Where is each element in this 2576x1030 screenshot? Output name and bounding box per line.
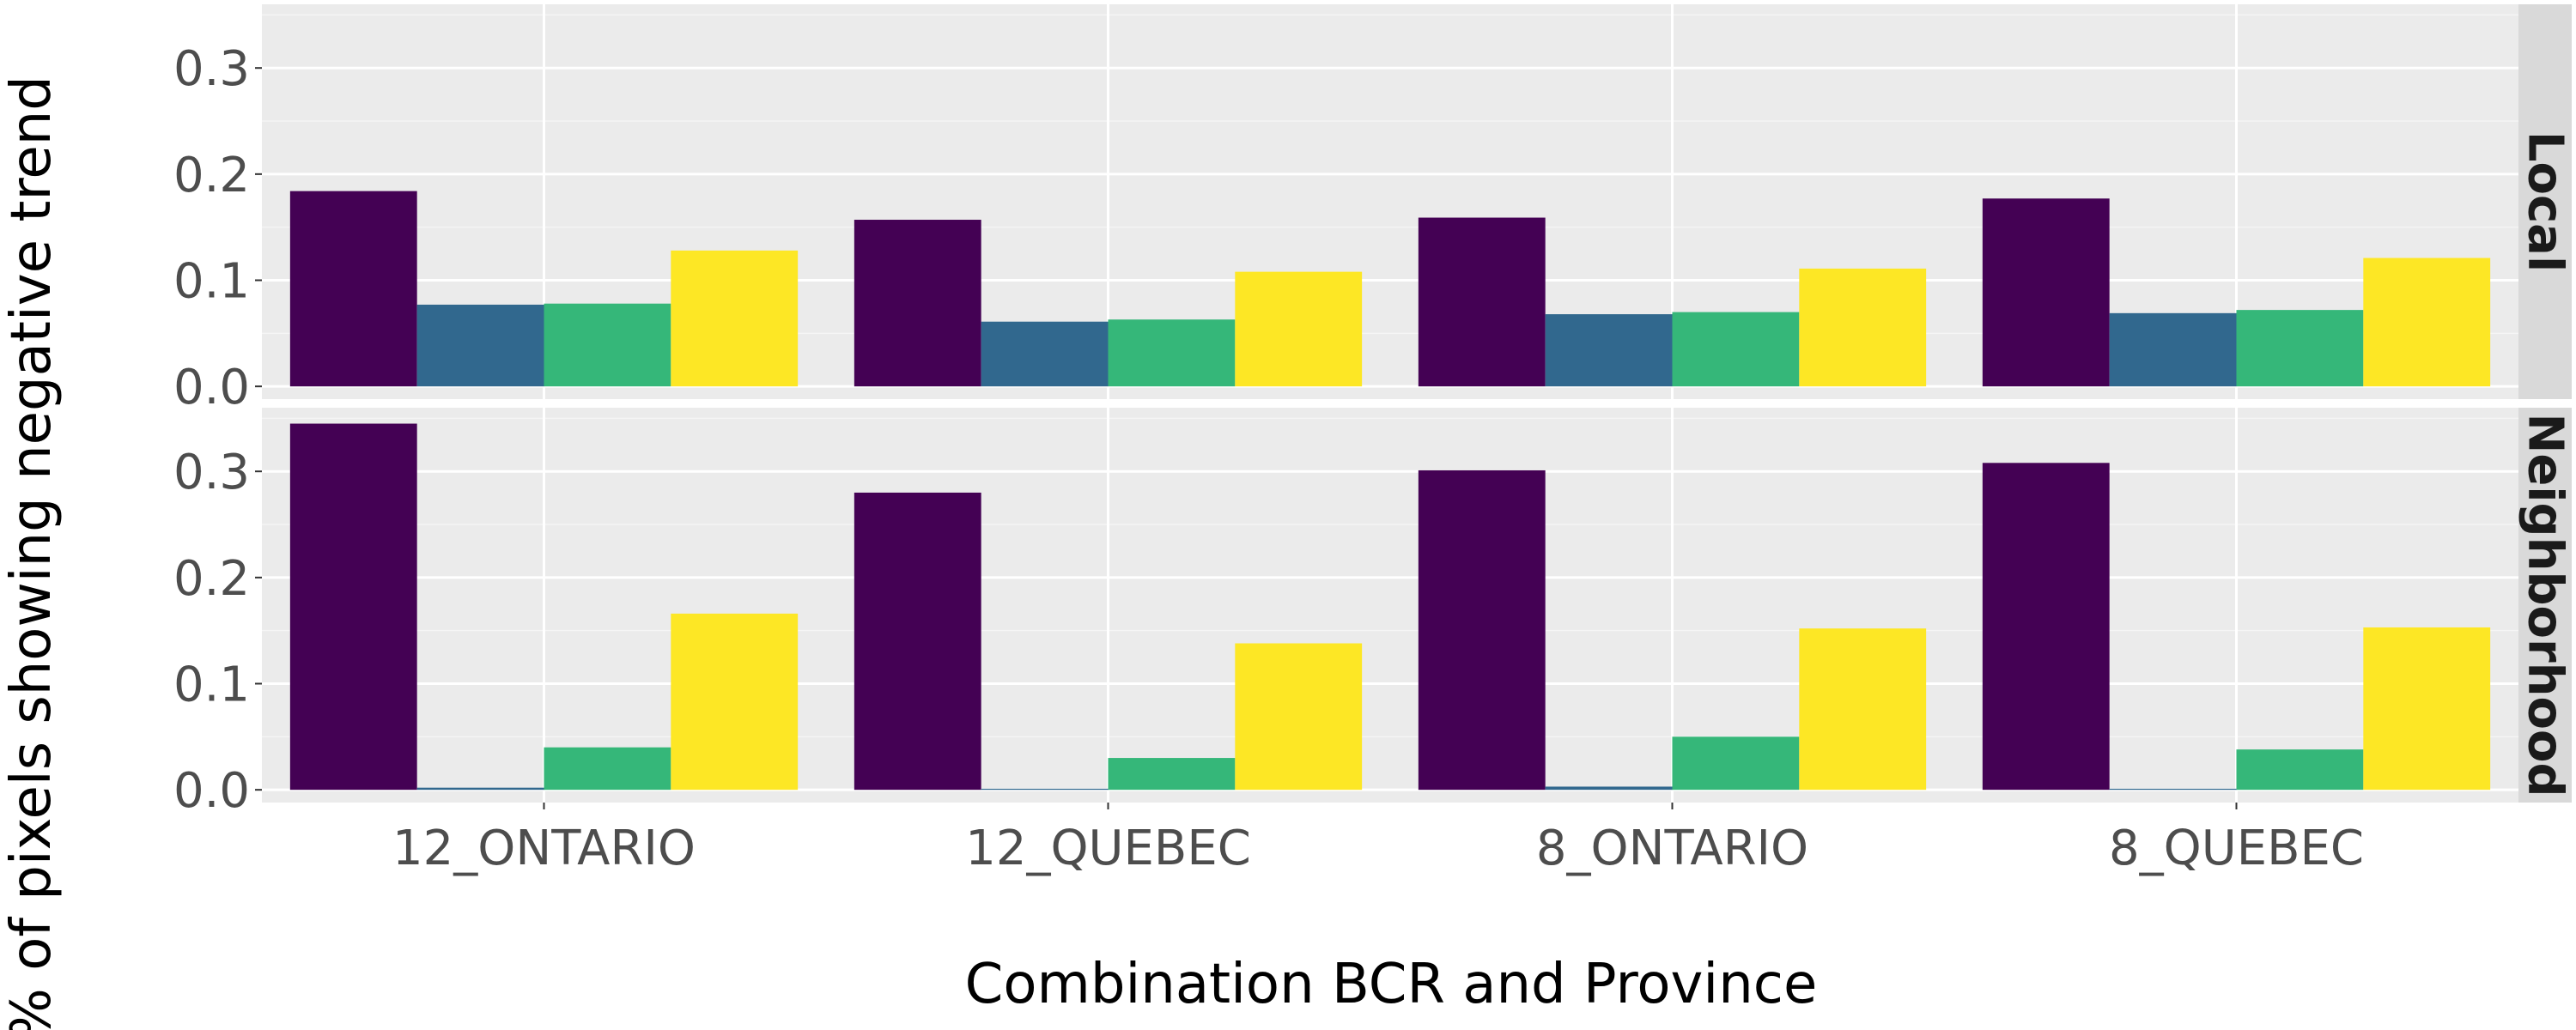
y-tick-label: 0.2: [173, 148, 250, 203]
panel-local: 0.0 0.1 0.2 0.3 Local: [173, 4, 2573, 415]
bar: [2236, 310, 2364, 387]
x-axis: 12_ONTARIO 12_QUEBEC 8_ONTARIO 8_QUEBEC: [392, 803, 2364, 876]
bar: [1108, 319, 1236, 387]
bar: [289, 423, 417, 791]
y-tick-label: 0.0: [173, 360, 250, 415]
bar: [2109, 312, 2237, 387]
bar: [2236, 749, 2364, 791]
x-tick-label: 12_ONTARIO: [392, 821, 696, 876]
bar: [671, 250, 799, 387]
y-tick-label: 0.1: [173, 254, 250, 310]
facet-strip-label: Neighborhood: [2518, 413, 2573, 797]
bar: [854, 492, 981, 791]
bar: [416, 787, 544, 791]
bar: [2109, 788, 2237, 791]
bar: [981, 788, 1109, 791]
panels-layer: 0.0 0.1 0.2 0.3 Local 0.0 0.1 0.2 0.3 Neighborhoo…: [173, 4, 2573, 819]
bar: [1235, 271, 1363, 387]
bar: [1799, 268, 1927, 387]
bar: [671, 613, 799, 791]
bar: [1418, 217, 1546, 387]
bar: [1799, 628, 1927, 791]
x-tick-label: 8_ONTARIO: [1536, 821, 1808, 876]
bar: [1545, 786, 1673, 791]
bar: [1672, 736, 1800, 791]
bar: [416, 304, 544, 387]
bar: [1545, 314, 1673, 387]
bar: [981, 321, 1109, 387]
facet-strip: [2518, 4, 2572, 399]
y-tick-label: 0.2: [173, 551, 250, 607]
bar: [2363, 258, 2491, 387]
panel-neighborhood: 0.0 0.1 0.2 0.3 Neighborhood: [173, 408, 2573, 819]
y-tick-label: 0.1: [173, 657, 250, 713]
bar: [289, 191, 417, 387]
bar: [854, 220, 981, 387]
panel-background: [262, 408, 2518, 803]
bar: [1418, 470, 1546, 791]
bar: [1982, 198, 2110, 387]
bar: [544, 303, 671, 387]
y-axis-title: % of pixels showing negative trend: [0, 76, 64, 1030]
x-tick-label: 8_QUEBEC: [2109, 821, 2364, 876]
x-axis-title: Combination BCR and Province: [965, 953, 1818, 1016]
bar: [1672, 312, 1800, 387]
y-tick-label: 0.0: [173, 763, 250, 819]
bar: [1235, 643, 1363, 791]
x-tick-label: 12_QUEBEC: [965, 821, 1251, 876]
facet-strip: [2518, 408, 2572, 803]
y-tick-label: 0.3: [173, 41, 250, 97]
bar: [1108, 758, 1236, 791]
bar: [2363, 627, 2491, 791]
y-tick-label: 0.3: [173, 445, 250, 500]
facet-strip-label: Local: [2518, 131, 2573, 272]
bar: [1982, 463, 2110, 791]
bar: [544, 747, 671, 791]
